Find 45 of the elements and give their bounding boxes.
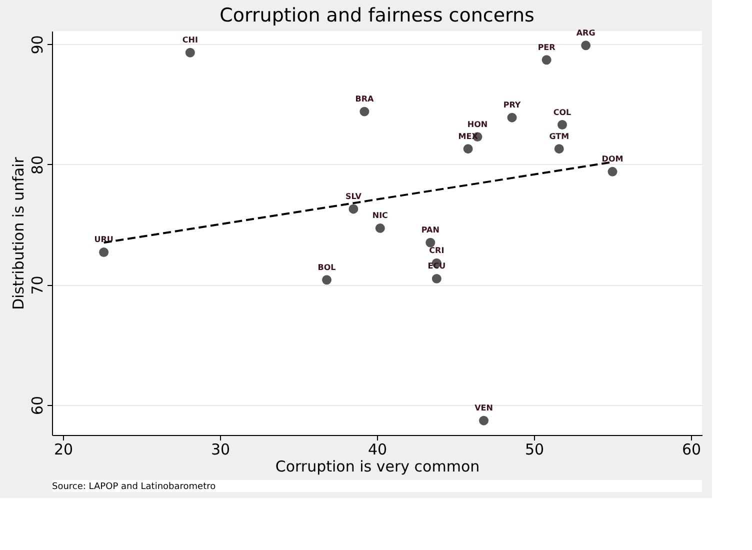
y-tick-label: 60 <box>28 396 46 415</box>
point <box>507 112 517 122</box>
y-tick-label: 80 <box>28 155 46 175</box>
x-tick-label: 30 <box>210 440 230 458</box>
data-label: GTM <box>549 132 570 141</box>
data-label: DOM <box>602 154 624 164</box>
point <box>608 166 618 176</box>
data-label: VEN <box>474 404 493 413</box>
data-label: HON <box>467 120 488 129</box>
data-label: CHI <box>182 36 198 45</box>
chart-title: Corruption and fairness concerns <box>220 4 534 26</box>
data-label: PAN <box>421 226 440 235</box>
x-tick-label: 60 <box>682 440 702 458</box>
point <box>554 144 564 154</box>
point <box>322 275 332 285</box>
y-tick-label: 90 <box>28 35 46 54</box>
point <box>542 55 552 65</box>
x-tick-label: 40 <box>368 440 388 458</box>
y-axis-title: Distribution is unfair <box>10 156 28 310</box>
y-tick-label: 70 <box>28 276 46 295</box>
data-label: BOL <box>318 262 336 272</box>
point <box>99 248 109 257</box>
point <box>348 204 358 214</box>
point <box>581 40 591 50</box>
x-tick-label: 20 <box>54 440 74 458</box>
point <box>360 106 370 116</box>
data-label: BRA <box>355 94 374 104</box>
point <box>426 238 436 248</box>
point <box>432 274 442 284</box>
point <box>479 416 489 426</box>
point <box>558 120 568 130</box>
x-tick-label: 50 <box>524 440 544 458</box>
data-label: PER <box>538 42 556 52</box>
data-label: ARG <box>576 28 596 38</box>
data-label: COL <box>553 108 572 117</box>
point <box>463 144 473 154</box>
data-label: ECU <box>428 262 446 271</box>
data-label: SLV <box>345 192 362 201</box>
data-label: CRI <box>429 246 444 256</box>
point <box>185 48 195 58</box>
x-axis-title: Corruption is very common <box>275 458 480 476</box>
point <box>375 223 385 233</box>
source-note: Source: LAPOP and Latinobarometro <box>52 482 216 492</box>
data-label: PRY <box>503 100 521 110</box>
data-label: NIC <box>372 211 388 220</box>
